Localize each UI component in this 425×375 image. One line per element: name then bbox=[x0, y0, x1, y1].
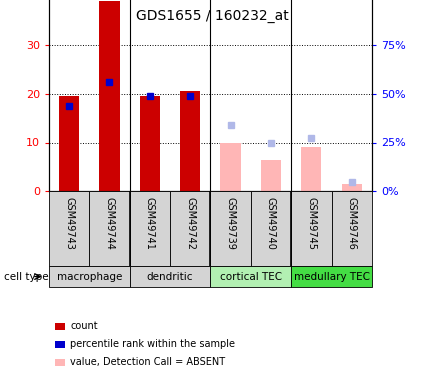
Bar bbox=[130, 266, 210, 287]
Bar bbox=[55, 359, 65, 366]
Bar bbox=[291, 266, 372, 287]
Text: macrophage: macrophage bbox=[57, 272, 122, 282]
Bar bbox=[180, 92, 200, 191]
Bar bbox=[55, 341, 65, 348]
Bar bbox=[49, 266, 130, 287]
Bar bbox=[251, 191, 291, 266]
Text: value, Detection Call = ABSENT: value, Detection Call = ABSENT bbox=[70, 357, 225, 367]
Bar bbox=[291, 191, 332, 266]
Bar bbox=[261, 160, 281, 191]
Bar bbox=[99, 1, 119, 191]
Bar bbox=[210, 191, 251, 266]
Bar bbox=[55, 323, 65, 330]
Text: GSM49741: GSM49741 bbox=[145, 197, 155, 250]
Text: dendritic: dendritic bbox=[147, 272, 193, 282]
Text: GSM49745: GSM49745 bbox=[306, 197, 316, 250]
Text: GSM49744: GSM49744 bbox=[105, 197, 114, 250]
Bar bbox=[301, 147, 321, 191]
Text: GDS1655 / 160232_at: GDS1655 / 160232_at bbox=[136, 9, 289, 23]
Bar bbox=[342, 184, 362, 191]
Text: GSM49740: GSM49740 bbox=[266, 197, 276, 250]
Text: cell type: cell type bbox=[4, 272, 49, 282]
Text: percentile rank within the sample: percentile rank within the sample bbox=[70, 339, 235, 349]
Bar bbox=[332, 191, 372, 266]
Text: GSM49742: GSM49742 bbox=[185, 197, 195, 250]
Text: cortical TEC: cortical TEC bbox=[220, 272, 282, 282]
Bar bbox=[89, 191, 130, 266]
Bar bbox=[130, 191, 170, 266]
Text: GSM49746: GSM49746 bbox=[347, 197, 357, 250]
Bar bbox=[59, 96, 79, 191]
Text: count: count bbox=[70, 321, 98, 331]
Bar bbox=[210, 266, 291, 287]
Bar bbox=[140, 96, 160, 191]
Text: GSM49743: GSM49743 bbox=[64, 197, 74, 250]
Bar bbox=[170, 191, 210, 266]
Text: medullary TEC: medullary TEC bbox=[294, 272, 369, 282]
Bar bbox=[49, 191, 89, 266]
Text: GSM49739: GSM49739 bbox=[226, 197, 235, 250]
Bar bbox=[221, 142, 241, 191]
